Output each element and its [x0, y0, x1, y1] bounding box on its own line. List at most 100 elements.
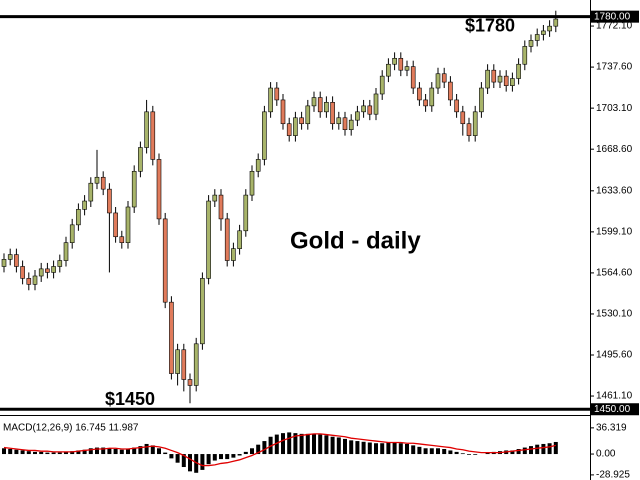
macd-bar [88, 448, 93, 455]
candle-body [547, 25, 552, 32]
candle-body [224, 218, 230, 261]
macd-bar [380, 443, 385, 455]
candle-body [454, 99, 459, 113]
macd-bar [82, 449, 87, 455]
candle-body [392, 57, 397, 65]
candle-body [373, 93, 379, 115]
macd-bar [138, 446, 143, 455]
candle-body [317, 97, 323, 113]
macd-bar [274, 434, 279, 455]
macd-bar [206, 454, 211, 465]
macd-bar [386, 442, 391, 455]
macd-bar [200, 454, 205, 470]
macd-bar [367, 442, 372, 455]
level-label-box [591, 403, 639, 416]
macd-bar [51, 452, 56, 455]
candle-body [510, 78, 515, 86]
candle-body [367, 105, 373, 115]
candle-body [553, 18, 559, 27]
macd-bar [467, 454, 471, 455]
macd-bar [212, 454, 217, 461]
candle-body [386, 63, 391, 77]
candle-body [472, 111, 478, 136]
macd-bar [448, 450, 453, 455]
candle-body [404, 66, 410, 71]
macd-bar [318, 434, 323, 455]
candle-body [410, 66, 416, 89]
candle-body [26, 278, 32, 285]
candle-body [435, 73, 441, 89]
macd-bar [553, 441, 558, 455]
level-annotation: $1450 [105, 389, 155, 409]
macd-bar [188, 454, 192, 472]
macd-bar [442, 449, 447, 455]
macd-bar [144, 443, 149, 455]
macd-bar [101, 447, 106, 455]
macd-bar [411, 445, 416, 455]
candle-body [187, 379, 193, 386]
macd-bar [423, 448, 428, 455]
macd-bar [237, 454, 242, 456]
candle-body [212, 194, 218, 202]
candle-body [398, 57, 404, 71]
candle-body [144, 111, 149, 148]
candle-body [423, 99, 428, 107]
macd-bar [132, 447, 137, 455]
macd-bar [547, 443, 552, 455]
macd-bar [169, 454, 174, 459]
y-tick-label: 1737.60 [596, 62, 633, 73]
candle-body [342, 117, 348, 130]
candle-body [330, 102, 335, 125]
macd-bar [45, 452, 50, 455]
candle-body [522, 46, 528, 65]
y-tick-label: 36.319 [596, 423, 627, 434]
candle-body [169, 301, 174, 374]
macd-bar [150, 445, 155, 455]
macd-bar [392, 442, 397, 455]
candle-body [534, 34, 540, 41]
y-tick-label: 0.00 [596, 449, 616, 460]
candle-body [162, 218, 168, 303]
level-annotation: $1780 [465, 15, 515, 35]
macd-bar [516, 449, 521, 455]
y-tick-label: 1564.60 [596, 268, 633, 279]
candle-body [355, 111, 360, 121]
macd-bar [535, 444, 540, 455]
chart-title: Gold - daily [290, 227, 421, 254]
macd-bar [529, 446, 533, 455]
candle-body [503, 75, 509, 86]
candle-body [57, 260, 63, 267]
macd-bar [305, 433, 310, 455]
candle-body [516, 63, 521, 79]
candle-body [113, 212, 118, 238]
candle-body [299, 117, 304, 125]
candle-body [293, 117, 298, 136]
candle-body [286, 123, 292, 136]
signal-line [3, 433, 556, 467]
candle-body [51, 266, 56, 273]
macd-bar [312, 433, 316, 455]
candle-body [280, 99, 286, 125]
candle-body [32, 275, 38, 285]
candle-body [479, 87, 484, 113]
macd-bar [473, 454, 478, 455]
candle-body [69, 224, 75, 243]
candle-body [262, 111, 267, 160]
macd-bar [2, 448, 6, 455]
macd-bar [330, 436, 335, 455]
candle-body [497, 75, 503, 83]
y-tick-label: 1703.10 [596, 103, 633, 114]
level-label-box [591, 10, 639, 23]
macd-bar [219, 454, 223, 460]
macd-bar [287, 432, 292, 455]
candle-body [156, 159, 162, 220]
candle-body [138, 147, 143, 172]
candle-body [218, 194, 224, 220]
candle-body [125, 206, 131, 243]
y-tick-label: 1668.60 [596, 144, 633, 155]
y-tick-label: -28.925 [596, 470, 630, 480]
macd-bar [429, 448, 434, 455]
candle-body [379, 75, 385, 95]
macd-bar [262, 441, 267, 455]
